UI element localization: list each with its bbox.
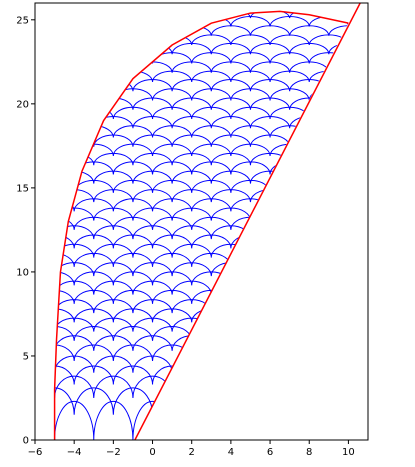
envelope [53,3,361,440]
y-tick-label: 5 [23,351,29,362]
x-tick-label: 0 [149,447,155,458]
arc-row [54,400,349,441]
arc-row [54,42,349,55]
envelope-line [134,3,361,440]
arc-row [54,308,349,323]
arc-row [54,344,349,362]
arc-row [54,299,349,314]
y-tick-label: 20 [16,99,29,110]
arc-row [54,375,349,398]
x-tick-label: −2 [106,447,121,458]
y-tick-label: 0 [23,436,29,447]
arc-row [54,79,349,92]
arc-row [54,15,349,27]
arc-row [54,335,349,351]
arc-row [54,97,349,110]
x-tick-label: 2 [189,447,195,458]
y-tick-label: 10 [16,267,29,278]
arc-row [54,355,349,373]
axes-frame [34,2,369,441]
arc-row [54,262,349,277]
x-tick-label: −6 [28,447,43,458]
x-tick-label: −4 [67,447,82,458]
arc-row [54,25,349,36]
arc-row [54,317,349,332]
arc-row [54,387,349,415]
x-tick-label: 4 [228,447,234,458]
arc-row [54,225,349,240]
x-tick-label: 10 [342,447,355,458]
arc-row [54,243,349,258]
y-tick-label: 15 [16,183,29,194]
arc-mesh [54,11,349,441]
y-tick-label: 25 [16,15,29,26]
arc-row [54,34,349,46]
x-tick-label: 6 [267,447,273,458]
arc-row [54,152,349,166]
envelope-line [53,10,349,440]
arc-row [54,326,349,341]
arc-row [54,61,349,73]
x-tick-label: 8 [306,447,312,458]
